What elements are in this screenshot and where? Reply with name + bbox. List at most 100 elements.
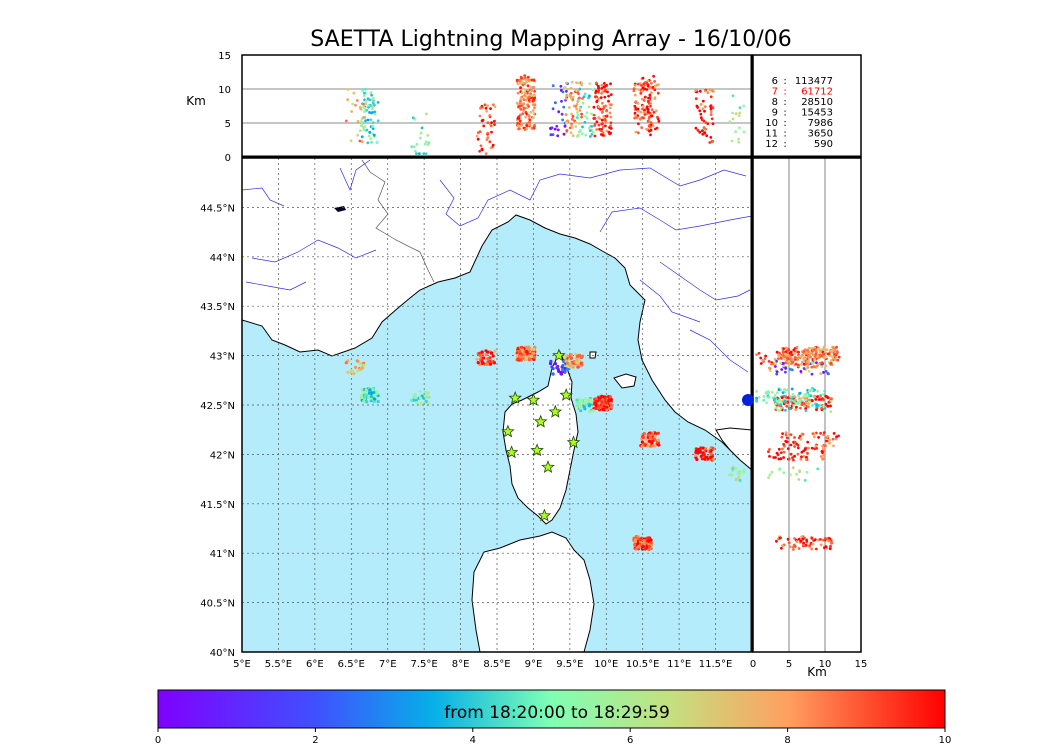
lightning-source-alt-lat	[788, 473, 792, 477]
lightning-source-alt-lat	[810, 537, 814, 540]
lightning-source-alt-lat	[830, 541, 834, 545]
lightning-source-lon-alt	[709, 95, 713, 99]
lightning-source-map	[587, 398, 591, 402]
lightning-source-alt-lat	[810, 547, 814, 551]
lightning-source-lon-alt	[606, 90, 609, 94]
lightning-source-map	[711, 457, 715, 461]
lightning-source-lon-alt	[424, 140, 428, 144]
lightning-source-lon-alt	[565, 81, 568, 85]
lightning-source-lon-alt	[565, 129, 569, 132]
lightning-source-map	[568, 354, 572, 358]
lightning-source-lon-alt	[484, 152, 488, 156]
map-lon-tick-label: 10.5°E	[626, 659, 660, 670]
lightning-source-alt-lat	[822, 352, 825, 356]
station-star-icon	[501, 424, 515, 438]
lightning-source-lon-alt	[366, 118, 370, 122]
lightning-source-lon-alt	[526, 103, 529, 107]
stat-value: 3650	[808, 129, 833, 140]
lightning-source-alt-lat	[784, 408, 787, 412]
lightning-source-lon-alt	[525, 106, 529, 110]
lightning-source-alt-lat	[779, 451, 783, 454]
lightning-source-lon-alt	[478, 130, 482, 134]
lightning-source-lon-alt	[563, 124, 567, 128]
lightning-source-alt-lat	[821, 538, 825, 542]
lightning-source-lon-alt	[532, 126, 536, 130]
lightning-source-map	[360, 366, 364, 370]
lightning-source-lon-alt	[650, 91, 653, 95]
lightning-source-lon-alt	[526, 84, 530, 88]
lightning-source-alt-lat	[807, 369, 811, 373]
top-tick-label: 5	[225, 119, 231, 130]
lightning-source-lon-alt	[533, 106, 536, 110]
lightning-source-lon-alt	[594, 95, 597, 98]
lightning-source-lon-alt	[602, 85, 606, 89]
lightning-source-map	[734, 477, 738, 482]
lightning-source-lon-alt	[553, 127, 557, 131]
lightning-source-alt-lat	[829, 410, 833, 413]
lightning-source-alt-lat	[803, 348, 807, 351]
lightning-source-lon-alt	[517, 124, 520, 128]
lightning-source-map	[578, 404, 582, 408]
lightning-source-alt-lat	[805, 470, 809, 474]
lightning-source-map	[574, 360, 578, 364]
lightning-source-alt-lat	[767, 366, 771, 370]
lightning-source-lon-alt	[646, 110, 650, 114]
lightning-source-map	[526, 345, 531, 349]
lightning-source-lon-alt	[608, 106, 612, 110]
lightning-source-lon-alt	[527, 123, 531, 126]
lightning-source-lon-alt	[642, 82, 646, 86]
lightning-source-lon-alt	[601, 131, 605, 135]
lightning-source-alt-lat	[831, 355, 834, 359]
lightning-source-map	[641, 545, 645, 549]
lightning-source-alt-lat	[782, 450, 786, 454]
lightning-source-alt-lat	[763, 357, 767, 360]
lightning-source-alt-lat	[835, 435, 838, 439]
lightning-source-lon-alt	[738, 106, 742, 110]
lightning-source-lon-alt	[711, 106, 715, 109]
lightning-source-map	[563, 369, 567, 373]
stat-sep: :	[783, 87, 786, 98]
lightning-source-alt-lat	[831, 349, 834, 352]
colorbar-tick-label: 6	[627, 735, 633, 746]
lightning-source-lon-alt	[530, 96, 533, 100]
lightning-source-lon-alt	[422, 152, 426, 156]
lightning-source-lon-alt	[647, 124, 651, 128]
lightning-source-lon-alt	[605, 129, 609, 133]
lightning-source-lon-alt	[521, 83, 525, 87]
lightning-source-alt-lat	[777, 388, 781, 392]
lightning-source-alt-lat	[805, 362, 808, 366]
lightning-source-alt-lat	[813, 354, 817, 358]
map-lon-tick-label: 8°E	[452, 659, 470, 670]
lightning-source-alt-lat	[797, 478, 801, 481]
lightning-source-map	[593, 406, 598, 410]
lightning-source-lon-alt	[369, 118, 373, 122]
lightning-source-alt-lat	[795, 405, 798, 409]
lightning-source-lon-alt	[587, 126, 591, 130]
lightning-source-alt-lat	[791, 466, 795, 470]
lightning-source-lon-alt	[583, 92, 587, 96]
lightning-source-alt-lat	[789, 443, 793, 447]
lightning-source-lon-alt	[699, 103, 703, 106]
lightning-source-lon-alt	[583, 120, 587, 124]
lightning-source-lon-alt	[567, 106, 571, 109]
lightning-source-alt-lat	[791, 360, 795, 364]
lightning-source-map	[599, 405, 604, 409]
lightning-source-lon-alt	[427, 141, 431, 145]
lightning-source-lon-alt	[480, 104, 484, 108]
lightning-source-map	[351, 369, 355, 373]
lightning-source-lon-alt	[563, 86, 567, 90]
lightning-source-lon-alt	[647, 96, 650, 100]
lightning-source-alt-lat	[800, 455, 803, 459]
lightning-source-map	[601, 407, 605, 411]
lightning-source-alt-lat	[775, 372, 779, 376]
lightning-source-map	[533, 355, 537, 359]
lightning-source-lon-alt	[633, 111, 637, 115]
lightning-source-lon-alt	[698, 109, 702, 113]
lightning-source-alt-lat	[813, 395, 817, 398]
lightning-source-map	[560, 365, 564, 369]
stat-label: 9	[772, 108, 778, 119]
lightning-source-alt-lat	[799, 457, 803, 461]
lightning-source-alt-lat	[768, 448, 771, 451]
lightning-source-lon-alt	[530, 94, 533, 97]
lightning-source-alt-lat	[804, 357, 807, 361]
